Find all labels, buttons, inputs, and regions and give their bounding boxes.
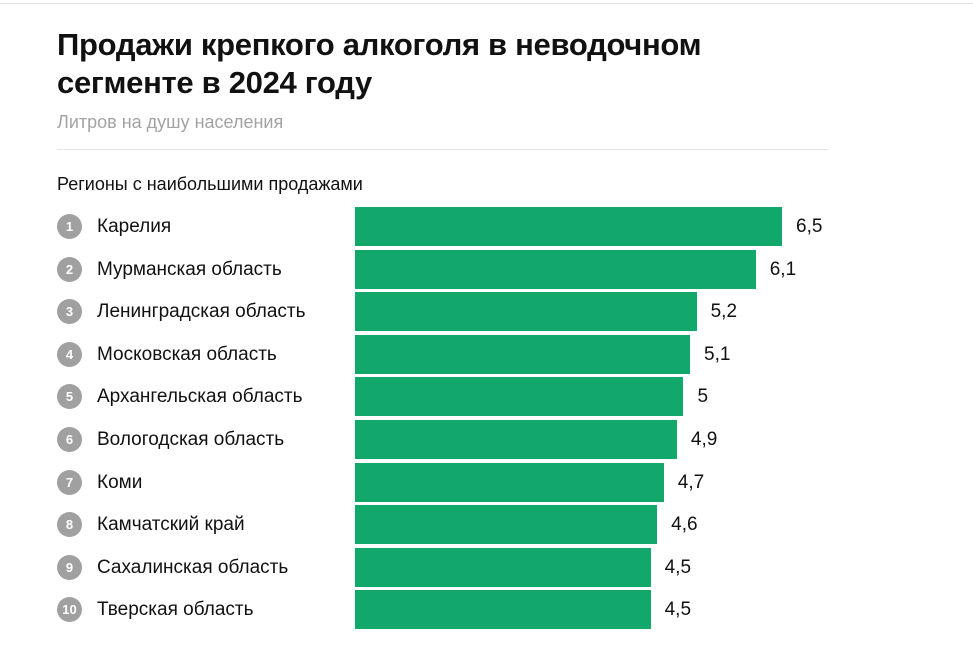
- rank-badge: 3: [57, 299, 82, 325]
- category-label: Карелия: [97, 216, 172, 237]
- bar: [355, 462, 664, 502]
- value-label: 4,9: [690, 429, 718, 450]
- rank-badge: 7: [57, 469, 82, 495]
- category-label: Тверская область: [97, 599, 254, 621]
- bar: [355, 292, 697, 332]
- bar: [355, 420, 677, 459]
- bar-row: 6 Вологодская область 4,9: [0, 420, 973, 459]
- bar: [355, 207, 782, 246]
- bar-row: 1 Карелия 6,5: [0, 207, 973, 246]
- bar-row: 10 Тверская область 4,5: [0, 590, 973, 630]
- value-label: 6,5: [796, 216, 823, 237]
- chart-subtitle: Литров на душу населения: [57, 112, 284, 132]
- value-label: 5,1: [704, 343, 731, 365]
- category-label: Мурманская область: [97, 258, 282, 280]
- rank-badge: 10: [57, 597, 82, 623]
- category-label: Вологодская область: [97, 429, 285, 450]
- value-label: 4,5: [664, 556, 692, 578]
- rank-badge: 1: [57, 214, 82, 239]
- bar: [355, 590, 651, 630]
- bar-row: 8 Камчатский край 4,6: [0, 505, 973, 545]
- value-label: 4,7: [677, 471, 705, 493]
- value-label: 4,5: [664, 599, 692, 621]
- category-label: Коми: [97, 471, 143, 493]
- top-divider: [0, 3, 973, 4]
- rank-badge: 5: [57, 384, 82, 410]
- bar-row: 3 Ленинградская область 5,2: [0, 292, 973, 332]
- rank-badge: 8: [57, 512, 82, 538]
- category-label: Сахалинская область: [97, 556, 289, 578]
- bar-row: 5 Архангельская область 5: [0, 377, 973, 417]
- section-label: Регионы с наибольшими продажами: [57, 174, 363, 194]
- category-label: Камчатский край: [97, 514, 245, 536]
- bar: [355, 334, 691, 374]
- category-label: Ленинградская область: [97, 301, 306, 323]
- bar-row: 4 Московская область 5,1: [0, 334, 973, 374]
- value-label: 4,6: [671, 514, 698, 536]
- header-divider: [57, 149, 828, 150]
- bar-row: 2 Мурманская область 6,1: [0, 249, 973, 289]
- bar: [355, 505, 658, 545]
- bar: [355, 249, 756, 289]
- rank-badge: 4: [57, 341, 82, 367]
- bar: [355, 377, 684, 417]
- bar-row: 9 Сахалинская область 4,5: [0, 547, 973, 587]
- value-label: 6,1: [769, 258, 797, 280]
- rank-badge: 6: [57, 427, 82, 452]
- value-label: 5: [697, 386, 709, 408]
- bar-row: 7 Коми 4,7: [0, 462, 973, 502]
- category-label: Московская область: [97, 343, 277, 365]
- value-label: 5,2: [710, 301, 738, 323]
- category-label: Архангельская область: [97, 386, 303, 408]
- chart-title: Продажи крепкого алкоголя в неводочном с…: [57, 27, 702, 100]
- bar: [355, 547, 651, 587]
- rank-badge: 2: [57, 256, 82, 282]
- rank-badge: 9: [57, 554, 82, 580]
